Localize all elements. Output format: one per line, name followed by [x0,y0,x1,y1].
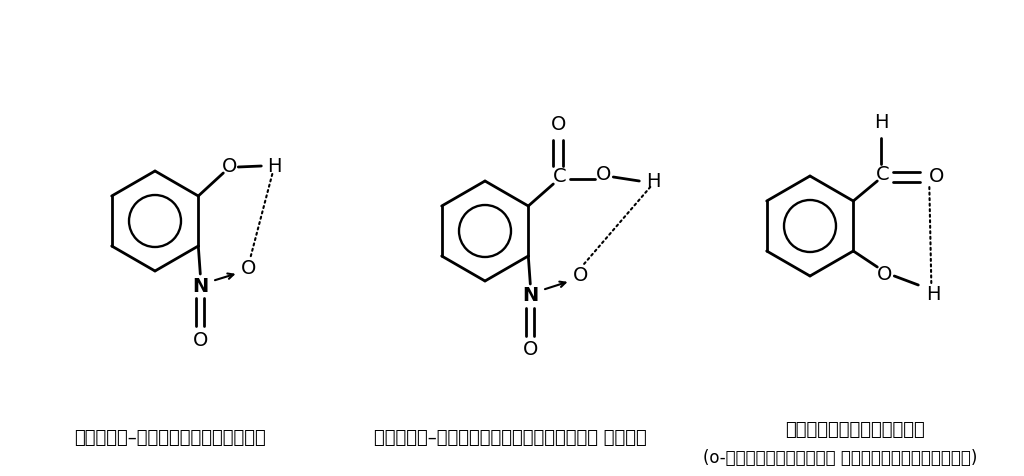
Text: O: O [221,157,237,176]
Text: O: O [522,340,538,359]
Text: C: C [553,168,566,187]
Text: ऑर्थो–नाइट्रोफिनॉल: ऑर्थो–नाइट्रोफिनॉल [74,429,266,447]
Text: O: O [596,166,611,185]
Text: O: O [551,115,566,133]
Text: O: O [877,266,892,285]
Text: O: O [241,258,256,278]
Text: (o-हाइड्रॉक्सी बेन्जल्डीहाइड): (o-हाइड्रॉक्सी बेन्जल्डीहाइड) [702,449,977,467]
Text: O: O [572,267,588,286]
Text: H: H [874,112,889,131]
Text: O: O [193,330,208,349]
Text: O: O [929,168,944,187]
Text: C: C [876,166,889,185]
Text: H: H [267,157,282,176]
Text: H: H [646,172,660,191]
Text: N: N [193,277,209,296]
Text: H: H [926,285,941,304]
Text: ऑर्थो–नाइट्रोबेन्जोइक अम्ल: ऑर्थो–नाइट्रोबेन्जोइक अम्ल [374,429,646,447]
Text: सैलिसिलडिहाइड: सैलिसिलडिहाइड [785,421,925,439]
Text: N: N [522,287,539,306]
